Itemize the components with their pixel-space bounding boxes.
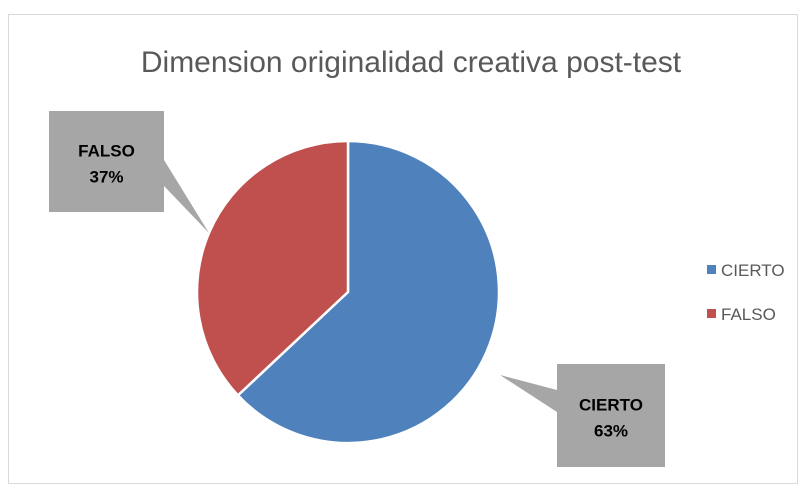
callout-pointer <box>164 160 209 233</box>
legend-label-falso: FALSO <box>721 305 776 324</box>
legend-swatch-cierto <box>707 265 716 274</box>
data-label-category: CIERTO <box>579 396 643 415</box>
chart-legend: CIERTO FALSO <box>707 261 785 324</box>
data-label-callouts: CIERTO 63% FALSO 37% <box>49 111 665 467</box>
legend-label-cierto: CIERTO <box>721 261 785 280</box>
pie-slice-falso <box>195 139 350 397</box>
data-label-percent: 37% <box>89 168 123 187</box>
callout-pointer <box>500 375 557 412</box>
pie-slices <box>195 139 501 445</box>
data-label-falso: FALSO 37% <box>49 111 209 233</box>
legend-swatch-falso <box>707 309 716 318</box>
callout-box <box>49 111 164 212</box>
data-label-cierto: CIERTO 63% <box>500 364 665 467</box>
data-label-category: FALSO <box>78 142 135 161</box>
data-label-percent: 63% <box>594 422 628 441</box>
callout-box <box>557 364 665 467</box>
pie-slice-cierto <box>236 139 501 445</box>
chart-title: Dimension originalidad creativa post-tes… <box>141 46 682 79</box>
